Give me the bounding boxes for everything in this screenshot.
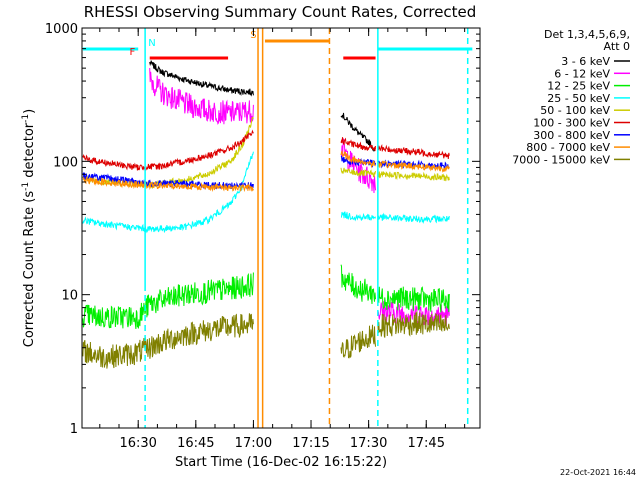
y-axis-label: Corrected Count Rate (s-1 detector-1) [21, 109, 37, 347]
legend-label-1: 6 - 12 keV [554, 67, 610, 80]
chart-title: RHESSI Observing Summary Count Rates, Co… [84, 3, 477, 21]
x-axis-label: Start Time (16-Dec-02 16:15:22) [175, 455, 387, 470]
series-line-4-seg2 [340, 167, 376, 178]
y-axis-label-main: Corrected Count Rate (s [22, 191, 37, 348]
series-3 [82, 151, 450, 234]
legend-header-1: Att 0 [604, 40, 630, 53]
legend-label-5: 100 - 300 keV [533, 117, 610, 130]
series-line-5-seg1 [82, 129, 254, 171]
series-line-0-seg1 [149, 60, 254, 97]
x-tick-label-0: 16:30 [119, 436, 156, 451]
y-axis-label-end: ) [22, 109, 37, 114]
series-line-2-seg3 [377, 286, 450, 313]
plot-frame [81, 27, 481, 429]
legend-label-2: 12 - 25 keV [547, 80, 610, 93]
x-tick-label-1: 16:45 [177, 436, 214, 451]
series-line-2-seg1 [82, 272, 254, 330]
series-line-0-seg2 [340, 112, 376, 152]
legend-label-4: 50 - 100 keV [540, 104, 610, 117]
y-axis-label-mid: detector [22, 122, 37, 182]
legend-label-7: 800 - 7000 keV [526, 141, 610, 154]
series-7 [82, 149, 450, 193]
series-line-4-seg3 [377, 171, 450, 182]
flag-letter-F: F [130, 47, 136, 58]
series-line-1-seg1 [149, 67, 254, 125]
series-line-5-seg3 [377, 144, 450, 160]
series-line-7-seg3 [377, 160, 450, 173]
x-tick-label-3: 17:15 [292, 436, 329, 451]
series-line-3-seg3 [377, 212, 450, 224]
series-0 [149, 60, 376, 152]
series-line-8-seg1 [82, 313, 254, 369]
series-5 [82, 129, 450, 171]
series-line-8-seg3 [377, 311, 450, 338]
legend-header-0: Det 1,3,4,5,6,9, [544, 28, 630, 41]
flag-letter-N: N [148, 38, 155, 49]
series-line-8-seg2 [340, 324, 376, 359]
series-line-5-seg2 [340, 137, 376, 152]
y-axis-label-sup2: -1 [21, 114, 31, 123]
legend-label-0: 3 - 6 keV [561, 55, 610, 68]
series-line-3-seg2 [341, 211, 376, 222]
x-tick-label-4: 17:30 [350, 436, 387, 451]
x-tick-label-2: 17:00 [235, 436, 272, 451]
y-tick-label-1: 10 [61, 289, 78, 304]
legend-label-6: 300 - 800 keV [533, 129, 610, 142]
series-8 [82, 311, 450, 369]
series-2 [82, 264, 450, 330]
y-tick-label-2: 100 [53, 155, 78, 170]
y-tick-label-0: 1 [70, 422, 78, 437]
legend-label-8: 7000 - 15000 keV [512, 153, 610, 166]
series-line-3-seg1 [82, 151, 254, 234]
timestamp: 22-Oct-2021 16:44 [560, 468, 636, 477]
series-line-7-seg1 [82, 175, 254, 193]
series-line-2-seg2 [340, 264, 376, 305]
series-line-7-seg2 [340, 149, 376, 169]
legend-label-3: 25 - 50 keV [547, 92, 610, 105]
y-axis-label-sup1: -1 [21, 182, 31, 191]
y-tick-label-3: 1000 [45, 22, 78, 37]
x-tick-label-5: 17:45 [408, 436, 445, 451]
